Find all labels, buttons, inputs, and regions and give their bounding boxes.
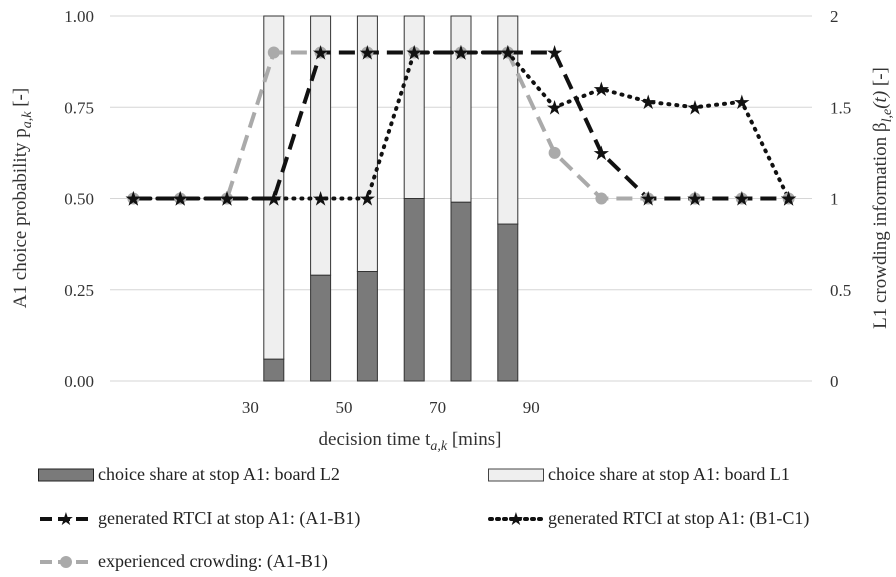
y-right-tick-label: 0 [830, 372, 839, 391]
legend-label: choice share at stop A1: board L2 [98, 464, 340, 484]
series-point: ★ [452, 43, 470, 65]
series-point [782, 192, 795, 205]
bar-board-l2 [497, 223, 519, 382]
series-point [735, 192, 748, 205]
y-left-axis-title: A1 choice probability pa,k [-] [10, 88, 35, 308]
y-right-tick-label: 2 [830, 7, 839, 26]
bar-board-l2 [310, 274, 332, 382]
legend-swatch-dashed-line: ★ [40, 510, 92, 528]
y-right-tick-label: 0.5 [830, 281, 851, 300]
series-point: ★ [358, 43, 376, 65]
x-axis-title: decision time ta,k [mins] [319, 429, 502, 454]
legend-label: generated RTCI at stop A1: (A1-B1) [98, 508, 361, 528]
bar-board-l1 [356, 15, 378, 272]
legend-item-rtci-b1-c1: ★ generated RTCI at stop A1: (B1-C1) [488, 508, 809, 529]
legend-item-bar-l1: choice share at stop A1: board L1 [488, 464, 790, 485]
series-point: ★ [171, 189, 189, 211]
series-point [314, 46, 327, 59]
series-point [267, 46, 280, 59]
legend-item-experienced-crowding: experienced crowding: (A1-B1) [38, 551, 328, 572]
series-point [689, 192, 701, 205]
bar-board-l2 [263, 358, 285, 382]
legend-swatch-light-bar [488, 468, 544, 481]
series-point: ★ [733, 92, 751, 114]
tick-labels: 0.00 0.25 0.50 0.75 1.00 0 0.5 1 1.5 2 30 50 70 90 [64, 7, 851, 417]
bar-board-l1 [497, 15, 519, 225]
series-point: ★ [405, 43, 423, 65]
chart: ★ ★ ★ ★ ★ ★★ ★ ★★★★ ★ ★★★ ★ ★ ★★ ★ ★ ★ ★ ★★★ ★ ★ ★ 0.000.250… [10, 7, 895, 454]
series-point [361, 46, 374, 59]
series-point [595, 192, 608, 205]
series-point [455, 46, 467, 59]
y-left-tick-label: 0.00 [64, 372, 94, 391]
series-point: ★ [218, 189, 236, 211]
series-point: ★ [592, 143, 610, 165]
legend-item-rtci-a1-b1: ★ generated RTCI at stop A1: (A1-B1) [38, 508, 360, 529]
legend-item-bar-l2: choice share at stop A1: board L2 [38, 464, 340, 485]
series-point: ★ [265, 189, 283, 211]
bar-board-l1 [263, 15, 285, 360]
x-tick-label: 90 [523, 398, 540, 417]
x-tick-label: 50 [336, 398, 353, 417]
bar-board-l2 [356, 271, 378, 382]
bars [263, 15, 519, 382]
series-point: ★ [124, 189, 142, 211]
svg-text:★: ★ [58, 510, 74, 528]
bar-board-l1 [450, 15, 472, 203]
series-point: ★ [405, 43, 423, 65]
series-point: ★ [312, 189, 330, 211]
x-tick-label: 30 [242, 398, 259, 417]
series-point [642, 192, 655, 205]
series-point [501, 46, 514, 59]
y-right-axis-title: L1 crowding information βl,e(t) [-] [870, 67, 895, 329]
series-point [127, 192, 140, 205]
legend-swatch-dark-bar [38, 468, 94, 481]
legend-label: choice share at stop A1: board L1 [548, 464, 790, 484]
series-point: ★ [686, 189, 704, 211]
series-point: ★ [639, 92, 657, 114]
series-point: ★ [218, 189, 236, 211]
x-tick-label: 70 [429, 398, 446, 417]
series-point [408, 46, 421, 59]
series-point [221, 192, 233, 205]
legend-swatch-gray-dashed-line [40, 555, 92, 568]
legend: choice share at stop A1: board L2 choice… [0, 458, 896, 577]
series-point: ★ [546, 43, 564, 65]
y-right-tick-label: 1.5 [830, 98, 851, 117]
series-point: ★ [592, 79, 610, 101]
series-point: ★ [780, 189, 798, 211]
y-left-tick-label: 0.75 [64, 98, 94, 117]
svg-text:★: ★ [508, 510, 524, 528]
legend-label: generated RTCI at stop A1: (B1-C1) [548, 508, 810, 528]
legend-swatch-dotted-line: ★ [488, 510, 544, 528]
series-point: ★ [639, 189, 657, 211]
bar-board-l2 [403, 198, 425, 382]
series-point: ★ [686, 97, 704, 119]
series-point: ★ [499, 43, 517, 65]
series-point: ★ [124, 189, 142, 211]
series-point: ★ [780, 189, 798, 211]
series-point: ★ [452, 43, 470, 65]
series-point: ★ [358, 189, 376, 211]
y-left-tick-label: 1.00 [64, 7, 94, 26]
series-point: ★ [546, 97, 564, 119]
y-left-tick-label: 0.25 [64, 281, 94, 300]
legend-label: experienced crowding: (A1-B1) [98, 551, 328, 571]
series-point: ★ [499, 43, 517, 65]
series-point [548, 146, 561, 159]
y-right-tick-label: 1 [830, 190, 839, 209]
series-point: ★ [265, 189, 283, 211]
bar-board-l1 [310, 15, 332, 276]
y-left-tick-label: 0.50 [64, 190, 94, 209]
series-point: ★ [171, 189, 189, 211]
series-point: ★ [733, 189, 751, 211]
bar-board-l2 [450, 201, 472, 382]
series-point: ★ [312, 43, 330, 65]
series-point [174, 192, 187, 205]
series-markers: ★ ★ ★ ★ ★ ★★ ★ ★★★★ ★ ★★★ ★ ★ ★★ ★ ★ ★ ★ ★★★ ★ ★ ★ [124, 43, 797, 211]
